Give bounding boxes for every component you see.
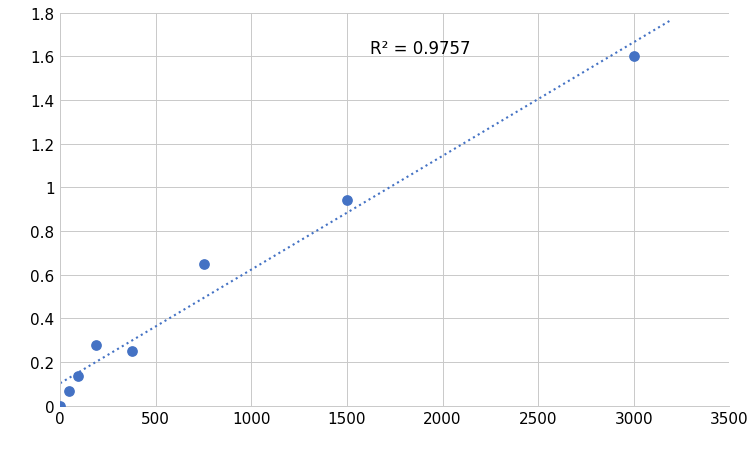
- Point: [628, 54, 640, 61]
- Point: [72, 373, 84, 380]
- Point: [126, 348, 138, 355]
- Point: [198, 261, 210, 268]
- Point: [63, 387, 75, 394]
- Text: R² = 0.9757: R² = 0.9757: [370, 40, 471, 58]
- Point: [90, 341, 102, 349]
- Point: [341, 198, 353, 205]
- Point: [54, 402, 66, 410]
